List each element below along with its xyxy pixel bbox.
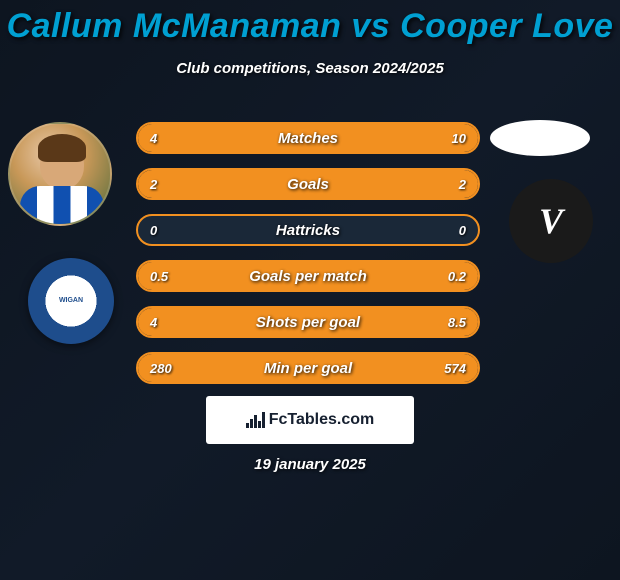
stat-value-right: 2	[459, 177, 466, 192]
stat-row-shots-per-goal: 4 Shots per goal 8.5	[136, 306, 480, 338]
comparison-card: Callum McManaman vs Cooper Love Club com…	[0, 0, 620, 580]
player-right-silhouette	[490, 120, 590, 156]
watermark-box: FcTables.com	[206, 396, 414, 444]
player-left-avatar	[8, 122, 112, 226]
stat-label: Goals	[138, 176, 478, 193]
date-text: 19 january 2025	[0, 456, 620, 473]
watermark-text: FcTables.com	[246, 411, 375, 429]
stat-value-right: 10	[452, 131, 466, 146]
chart-bars-icon	[246, 412, 265, 428]
stat-label: Goals per match	[138, 268, 478, 285]
club-badge-left-text: WIGAN	[59, 297, 83, 305]
stat-label: Min per goal	[138, 360, 478, 377]
watermark-label: FcTables.com	[269, 411, 375, 429]
stat-row-goals-per-match: 0.5 Goals per match 0.2	[136, 260, 480, 292]
stat-value-right: 0	[459, 223, 466, 238]
stats-area: 4 Matches 10 2 Goals 2 0 Hattricks 0 0.5…	[136, 122, 480, 398]
stat-value-right: 8.5	[448, 315, 466, 330]
shield-icon: V	[509, 179, 593, 263]
stat-label: Matches	[138, 130, 478, 147]
club-badge-right: V	[500, 176, 602, 266]
stat-label: Hattricks	[138, 222, 478, 239]
stat-row-hattricks: 0 Hattricks 0	[136, 214, 480, 246]
page-title: Callum McManaman vs Cooper Love	[0, 7, 620, 46]
stat-row-min-per-goal: 280 Min per goal 574	[136, 352, 480, 384]
club-badge-right-letter: V	[539, 200, 563, 242]
page-subtitle: Club competitions, Season 2024/2025	[0, 60, 620, 77]
stat-row-matches: 4 Matches 10	[136, 122, 480, 154]
stat-row-goals: 2 Goals 2	[136, 168, 480, 200]
club-badge-left: WIGAN	[28, 258, 114, 344]
stat-value-right: 574	[444, 361, 466, 376]
stat-value-right: 0.2	[448, 269, 466, 284]
player-jersey-graphic	[20, 186, 104, 224]
stat-label: Shots per goal	[138, 314, 478, 331]
